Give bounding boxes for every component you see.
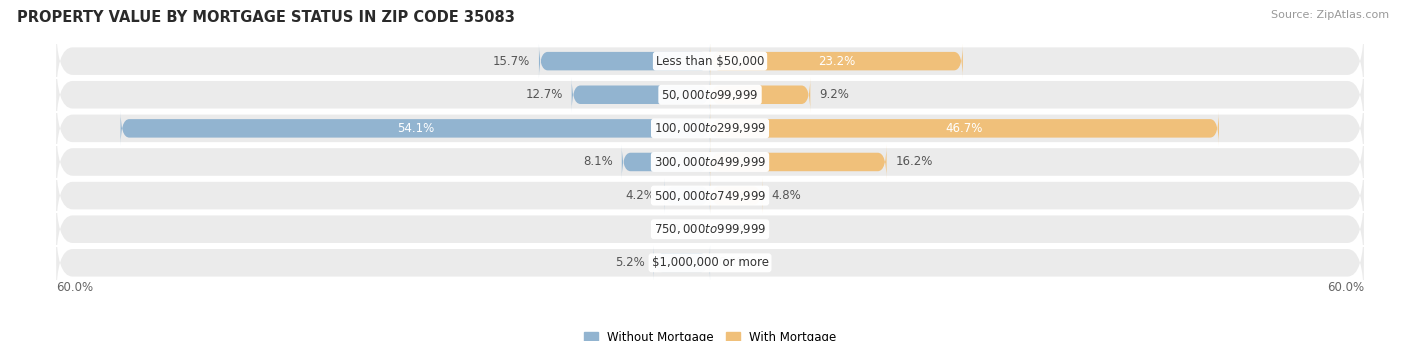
- FancyBboxPatch shape: [572, 77, 710, 113]
- Text: $50,000 to $99,999: $50,000 to $99,999: [661, 88, 759, 102]
- Text: 54.1%: 54.1%: [396, 122, 434, 135]
- Text: PROPERTY VALUE BY MORTGAGE STATUS IN ZIP CODE 35083: PROPERTY VALUE BY MORTGAGE STATUS IN ZIP…: [17, 10, 515, 25]
- FancyBboxPatch shape: [56, 226, 1364, 299]
- Text: Source: ZipAtlas.com: Source: ZipAtlas.com: [1271, 10, 1389, 20]
- Text: 8.1%: 8.1%: [583, 155, 613, 168]
- Text: 16.2%: 16.2%: [896, 155, 932, 168]
- Text: Less than $50,000: Less than $50,000: [655, 55, 765, 68]
- FancyBboxPatch shape: [654, 245, 710, 280]
- FancyBboxPatch shape: [710, 44, 963, 79]
- Text: $750,000 to $999,999: $750,000 to $999,999: [654, 222, 766, 236]
- FancyBboxPatch shape: [710, 144, 887, 180]
- Text: 60.0%: 60.0%: [1327, 281, 1364, 294]
- Text: $100,000 to $299,999: $100,000 to $299,999: [654, 121, 766, 135]
- FancyBboxPatch shape: [56, 58, 1364, 131]
- Text: $1,000,000 or more: $1,000,000 or more: [651, 256, 769, 269]
- FancyBboxPatch shape: [710, 77, 810, 113]
- Text: $300,000 to $499,999: $300,000 to $499,999: [654, 155, 766, 169]
- Text: 5.2%: 5.2%: [614, 256, 644, 269]
- FancyBboxPatch shape: [56, 193, 1364, 266]
- FancyBboxPatch shape: [56, 125, 1364, 198]
- Text: 4.2%: 4.2%: [626, 189, 655, 202]
- Legend: Without Mortgage, With Mortgage: Without Mortgage, With Mortgage: [579, 327, 841, 341]
- Text: 9.2%: 9.2%: [818, 88, 849, 101]
- FancyBboxPatch shape: [664, 178, 710, 213]
- Text: 0.0%: 0.0%: [718, 223, 748, 236]
- Text: 23.2%: 23.2%: [818, 55, 855, 68]
- FancyBboxPatch shape: [56, 159, 1364, 232]
- FancyBboxPatch shape: [621, 144, 710, 180]
- FancyBboxPatch shape: [56, 25, 1364, 98]
- Text: 46.7%: 46.7%: [946, 122, 983, 135]
- Text: 0.0%: 0.0%: [718, 256, 748, 269]
- Text: 12.7%: 12.7%: [526, 88, 562, 101]
- FancyBboxPatch shape: [710, 111, 1219, 146]
- Text: $500,000 to $749,999: $500,000 to $749,999: [654, 189, 766, 203]
- FancyBboxPatch shape: [710, 178, 762, 213]
- Text: 60.0%: 60.0%: [56, 281, 93, 294]
- FancyBboxPatch shape: [56, 92, 1364, 165]
- FancyBboxPatch shape: [538, 44, 710, 79]
- Text: 4.8%: 4.8%: [770, 189, 801, 202]
- FancyBboxPatch shape: [121, 111, 710, 146]
- Text: 0.0%: 0.0%: [672, 223, 702, 236]
- Text: 15.7%: 15.7%: [494, 55, 530, 68]
